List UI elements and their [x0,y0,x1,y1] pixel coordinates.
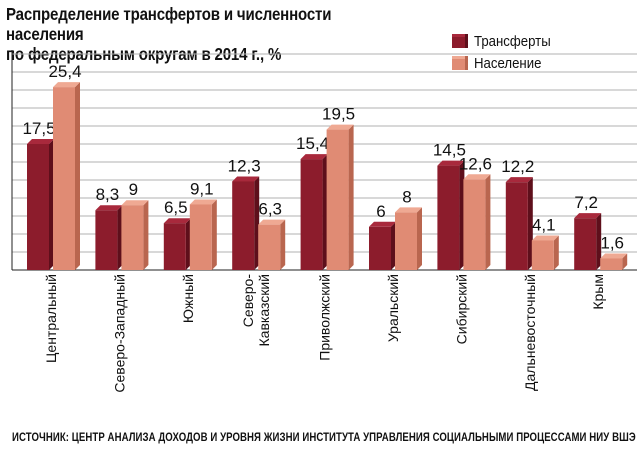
category-label-line: Центральный [43,274,59,363]
bar-population [258,224,281,270]
category-label: Северо- Кавказский [240,274,272,347]
bar-top-population [600,253,628,259]
bar-transfers [300,159,323,270]
legend-label-population: Население [474,55,542,72]
bar-side-transfers [459,160,465,270]
category-label: Крым [590,274,606,310]
bar-transfers [163,223,186,270]
bar-population [189,204,212,270]
value-label-population: 8 [402,187,411,206]
bar-side-population [417,207,422,270]
category-label: Уральский [385,274,401,342]
category-label-line: Северо-Западный [111,274,127,393]
value-label-population: 6,3 [258,200,282,219]
category-label: Приволжский [317,274,333,361]
source-note: ИСТОЧНИК: ЦЕНТР АНАЛИЗА ДОХОДОВ И УРОВНЯ… [12,430,636,444]
bar-top-transfers [232,176,260,182]
category-label-line: Кавказский [256,274,272,346]
bar-side-population [553,235,559,270]
bar-side-population [280,219,286,270]
category-label: Центральный [43,274,59,363]
bar-top-population [326,124,354,130]
bar-top-transfers [163,218,191,224]
bar-side-transfers [254,176,260,270]
bar-transfers [369,226,391,270]
value-label-transfers: 12,2 [501,157,534,176]
bar-side-population [622,253,628,270]
bar-side-population [211,199,217,270]
bar-side-transfers [596,213,602,270]
bar-transfers [232,181,255,270]
bar-side-population [75,82,80,271]
category-label-line: Сибирский [453,274,469,344]
value-label-transfers: 6,5 [164,198,188,217]
bar-population [53,87,75,271]
bar-top-population [531,235,559,241]
category-label-line: Северо- [240,274,256,328]
category-label: Южный [180,274,196,323]
bar-population [531,240,554,270]
bar-side-transfers [391,221,396,270]
category-label: Северо-Западный [111,274,127,393]
bar-population [395,212,417,270]
bar-transfers [437,165,460,270]
bar-top-transfers [437,160,465,166]
value-label-transfers: 7,2 [574,193,598,212]
value-label-transfers: 6 [376,202,385,221]
bar-top-transfers [505,177,533,183]
bar-top-population [463,174,491,180]
category-label-line: Приволжский [317,274,333,361]
bar-transfers [574,218,597,270]
legend-label-transfers: Трансферты [474,33,551,50]
value-label-population: 9 [129,180,138,199]
bar-population [121,205,144,270]
bar-side-transfers [117,205,123,270]
category-label-line: Южный [180,274,196,323]
bar-population [326,129,349,270]
bar-top-population [53,82,80,88]
value-label-population: 25,4 [48,62,81,81]
bar-population [463,179,486,270]
bar-top-transfers [300,154,328,160]
value-label-population: 12,6 [459,154,492,173]
bar-top-transfers [369,221,396,227]
bar-top-population [121,200,149,206]
bar-side-transfers [527,177,533,270]
bar-side-population [485,174,491,270]
bar-top-population [189,199,217,205]
legend-swatch-population [452,56,468,70]
category-label: Дальневосточный [522,274,538,391]
value-label-transfers: 8,3 [96,185,120,204]
bar-top-transfers [27,139,54,144]
value-label-transfers: 15,4 [296,134,329,153]
bar-population [600,258,623,270]
bar-top-transfers [95,205,123,211]
chart-title-line1: Распределение трансфертов и численности … [6,4,332,44]
value-label-population: 19,5 [322,105,355,124]
bar-side-population [143,200,149,270]
category-label-line: Крым [590,274,606,310]
category-label-line: Дальневосточный [522,274,538,391]
bar-transfers [27,144,49,270]
value-label-population: 1,6 [600,233,624,252]
bar-side-transfers [49,139,54,270]
bar-transfers [95,210,118,270]
bar-side-transfers [322,154,328,270]
bar-top-population [258,219,286,225]
value-label-transfers: 14,5 [433,141,466,160]
bar-top-population [395,207,422,213]
legend-swatch-transfers [452,34,468,48]
value-label-population: 4,1 [532,215,556,234]
value-label-transfers: 17,5 [22,119,55,138]
bar-transfers [505,182,528,270]
bar-top-transfers [574,213,602,219]
category-label-line: Уральский [385,274,401,342]
bar-side-population [348,124,354,270]
category-label: Сибирский [453,274,469,344]
value-label-transfers: 12,3 [228,156,261,175]
value-label-population: 9,1 [190,179,214,198]
bar-side-transfers [185,218,191,270]
